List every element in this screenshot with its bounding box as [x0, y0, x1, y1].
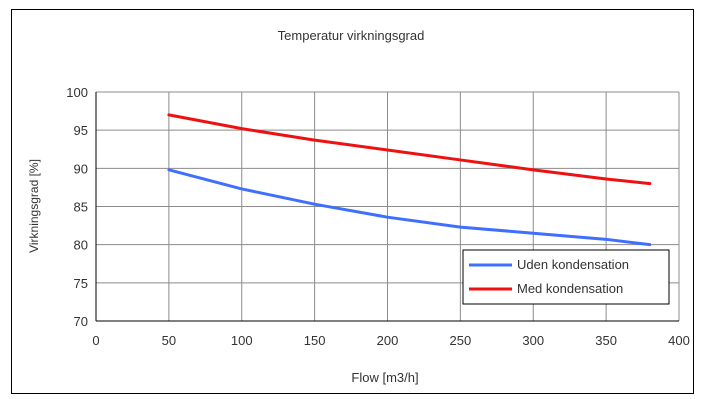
y-tick-label: 95 [74, 123, 88, 138]
x-tick-label: 50 [162, 333, 176, 348]
line-chart: Temperatur virkningsgrad 0 50 100 150 200 250… [27, 28, 690, 385]
x-tick-label: 150 [304, 333, 326, 348]
x-tick-label: 350 [595, 333, 617, 348]
x-tick-label: 200 [377, 333, 399, 348]
y-tick-label: 90 [74, 161, 88, 176]
y-tick-label: 70 [74, 314, 88, 329]
y-axis-label: Virkningsgrad [%] [27, 159, 41, 253]
series-lines [167, 113, 652, 247]
x-axis-label: Flow [m3/h] [351, 370, 418, 385]
chart-frame: Temperatur virkningsgrad 0 50 100 150 200 250… [11, 9, 694, 394]
x-tick-label: 300 [522, 333, 544, 348]
tick-labels: 0 50 100 150 200 250 300 350 400 70 75 80 85 90 95 100 [66, 85, 690, 348]
series-line-0 [167, 168, 652, 247]
legend-box [462, 249, 670, 305]
x-tick-label: 250 [450, 333, 472, 348]
y-tick-label: 80 [74, 238, 88, 253]
series-line-1 [167, 113, 652, 186]
x-tick-label: 0 [92, 333, 99, 348]
legend-label-med: Med kondensation [517, 281, 623, 296]
legend: Uden kondensation Med kondensation [462, 249, 670, 305]
x-tick-label: 400 [668, 333, 690, 348]
chart-title: Temperatur virkningsgrad [278, 28, 425, 43]
legend-label-uden: Uden kondensation [517, 257, 629, 272]
y-tick-label: 85 [74, 200, 88, 215]
grid [96, 91, 680, 321]
y-tick-label: 100 [66, 85, 88, 100]
axes [95, 92, 679, 322]
x-tick-label: 100 [231, 333, 253, 348]
y-tick-label: 75 [74, 276, 88, 291]
